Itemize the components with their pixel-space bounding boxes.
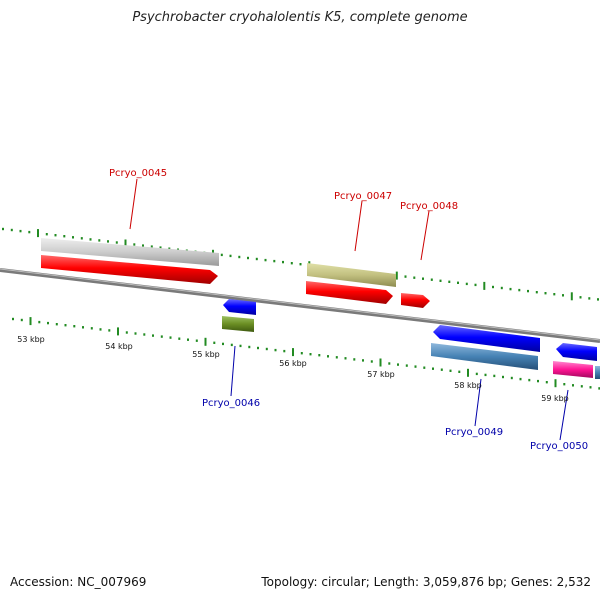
rrna-feature-steel[interactable] — [431, 343, 538, 370]
cds-pcryo-0049-arrow[interactable] — [433, 325, 540, 352]
label-leaders — [129, 178, 569, 441]
leader-pcryo-0047 — [354, 200, 363, 252]
gene-label-pcryo-0045[interactable]: Pcryo_0045 — [109, 168, 167, 179]
scale-label-55kbp: 55 kbp — [192, 350, 220, 359]
genome-backbone — [0, 268, 600, 343]
cds-pcryo-0048-arrow[interactable] — [401, 293, 430, 308]
gene-label-pcryo-0048[interactable]: Pcryo_0048 — [400, 201, 458, 212]
genome-backbone-highlight — [0, 268, 600, 341]
feature-edge-steel[interactable] — [595, 366, 600, 379]
scale-label-58kbp: 58 kbp — [454, 381, 482, 390]
scale-label-57kbp: 57 kbp — [367, 370, 395, 379]
scale-label-54kbp: 54 kbp — [105, 342, 133, 351]
cds-pcryo-0050-arrow[interactable] — [556, 343, 597, 361]
gene-label-pcryo-0047[interactable]: Pcryo_0047 — [334, 191, 392, 202]
cds-pcryo-0046-arrow[interactable] — [223, 299, 256, 315]
leader-pcryo-0049 — [474, 378, 482, 427]
rrna-feature-pink[interactable] — [553, 361, 593, 378]
gene-label-pcryo-0049[interactable]: Pcryo_0049 — [445, 427, 503, 438]
reverse-tick-track — [12, 317, 600, 390]
scale-label-56kbp: 56 kbp — [279, 359, 307, 368]
accession-text: Accession: NC_007969 — [10, 575, 147, 589]
leader-pcryo-0046 — [230, 345, 236, 397]
cds-pcryo-0047-arrow[interactable] — [306, 281, 393, 304]
leader-pcryo-0045 — [129, 178, 138, 230]
rrna-feature-gray[interactable] — [41, 238, 219, 266]
leader-pcryo-0050 — [559, 389, 569, 441]
genome-summary-text: Topology: circular; Length: 3,059,876 bp… — [261, 575, 591, 589]
scale-label-59kbp: 59 kbp — [541, 394, 569, 403]
gene-label-pcryo-0046[interactable]: Pcryo_0046 — [202, 398, 260, 409]
rrna-feature-dkgreen[interactable] — [222, 316, 254, 332]
cds-pcryo-0045-arrow[interactable] — [41, 255, 218, 284]
gene-label-pcryo-0050[interactable]: Pcryo_0050 — [530, 441, 588, 452]
rrna-feature-olive[interactable] — [307, 263, 396, 287]
leader-pcryo-0048 — [420, 210, 430, 261]
scale-label-53kbp: 53 kbp — [17, 335, 45, 344]
genome-title: Psychrobacter cryohalolentis K5, complet… — [132, 10, 468, 25]
